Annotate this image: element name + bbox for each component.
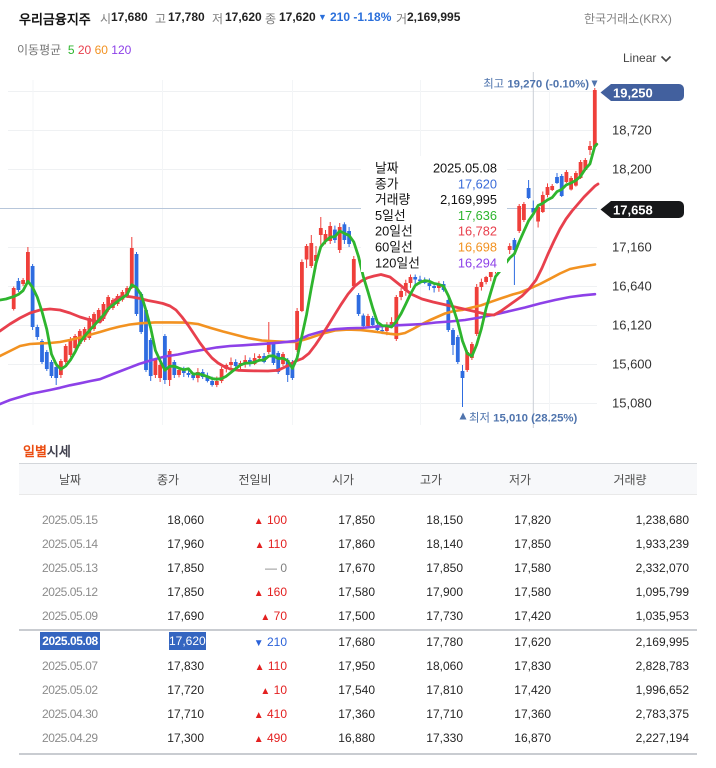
svg-text:17,658: 17,658 — [613, 203, 653, 218]
svg-text:18,720: 18,720 — [612, 123, 652, 138]
svg-text:날짜: 날짜 — [375, 161, 399, 176]
svg-text:17,636: 17,636 — [458, 208, 497, 223]
svg-text:16,120: 16,120 — [612, 318, 652, 333]
svg-text:16,698: 16,698 — [458, 240, 497, 255]
svg-text:16,294: 16,294 — [458, 255, 497, 270]
svg-text:최저 15,010 (28.25%): 최저 15,010 (28.25%) — [469, 412, 578, 425]
svg-text:17,620: 17,620 — [458, 176, 497, 191]
svg-text:최고 19,270 (-0.10%): 최고 19,270 (-0.10%) — [483, 78, 589, 91]
svg-text:20일선: 20일선 — [375, 224, 413, 239]
svg-text:5일선: 5일선 — [375, 208, 406, 223]
svg-text:종가: 종가 — [375, 176, 399, 191]
svg-text:2,169,995: 2,169,995 — [440, 192, 497, 207]
svg-text:120일선: 120일선 — [375, 255, 420, 270]
svg-text:15,080: 15,080 — [612, 396, 652, 411]
svg-text:15,600: 15,600 — [612, 357, 652, 372]
svg-text:60일선: 60일선 — [375, 240, 413, 255]
svg-text:16,782: 16,782 — [458, 224, 497, 239]
svg-text:거래량: 거래량 — [375, 192, 411, 207]
svg-text:16,640: 16,640 — [612, 279, 652, 294]
svg-text:2025.05.08: 2025.05.08 — [433, 161, 497, 176]
svg-text:18,200: 18,200 — [612, 162, 652, 177]
svg-text:17,160: 17,160 — [612, 240, 652, 255]
svg-text:19,250: 19,250 — [613, 86, 653, 101]
